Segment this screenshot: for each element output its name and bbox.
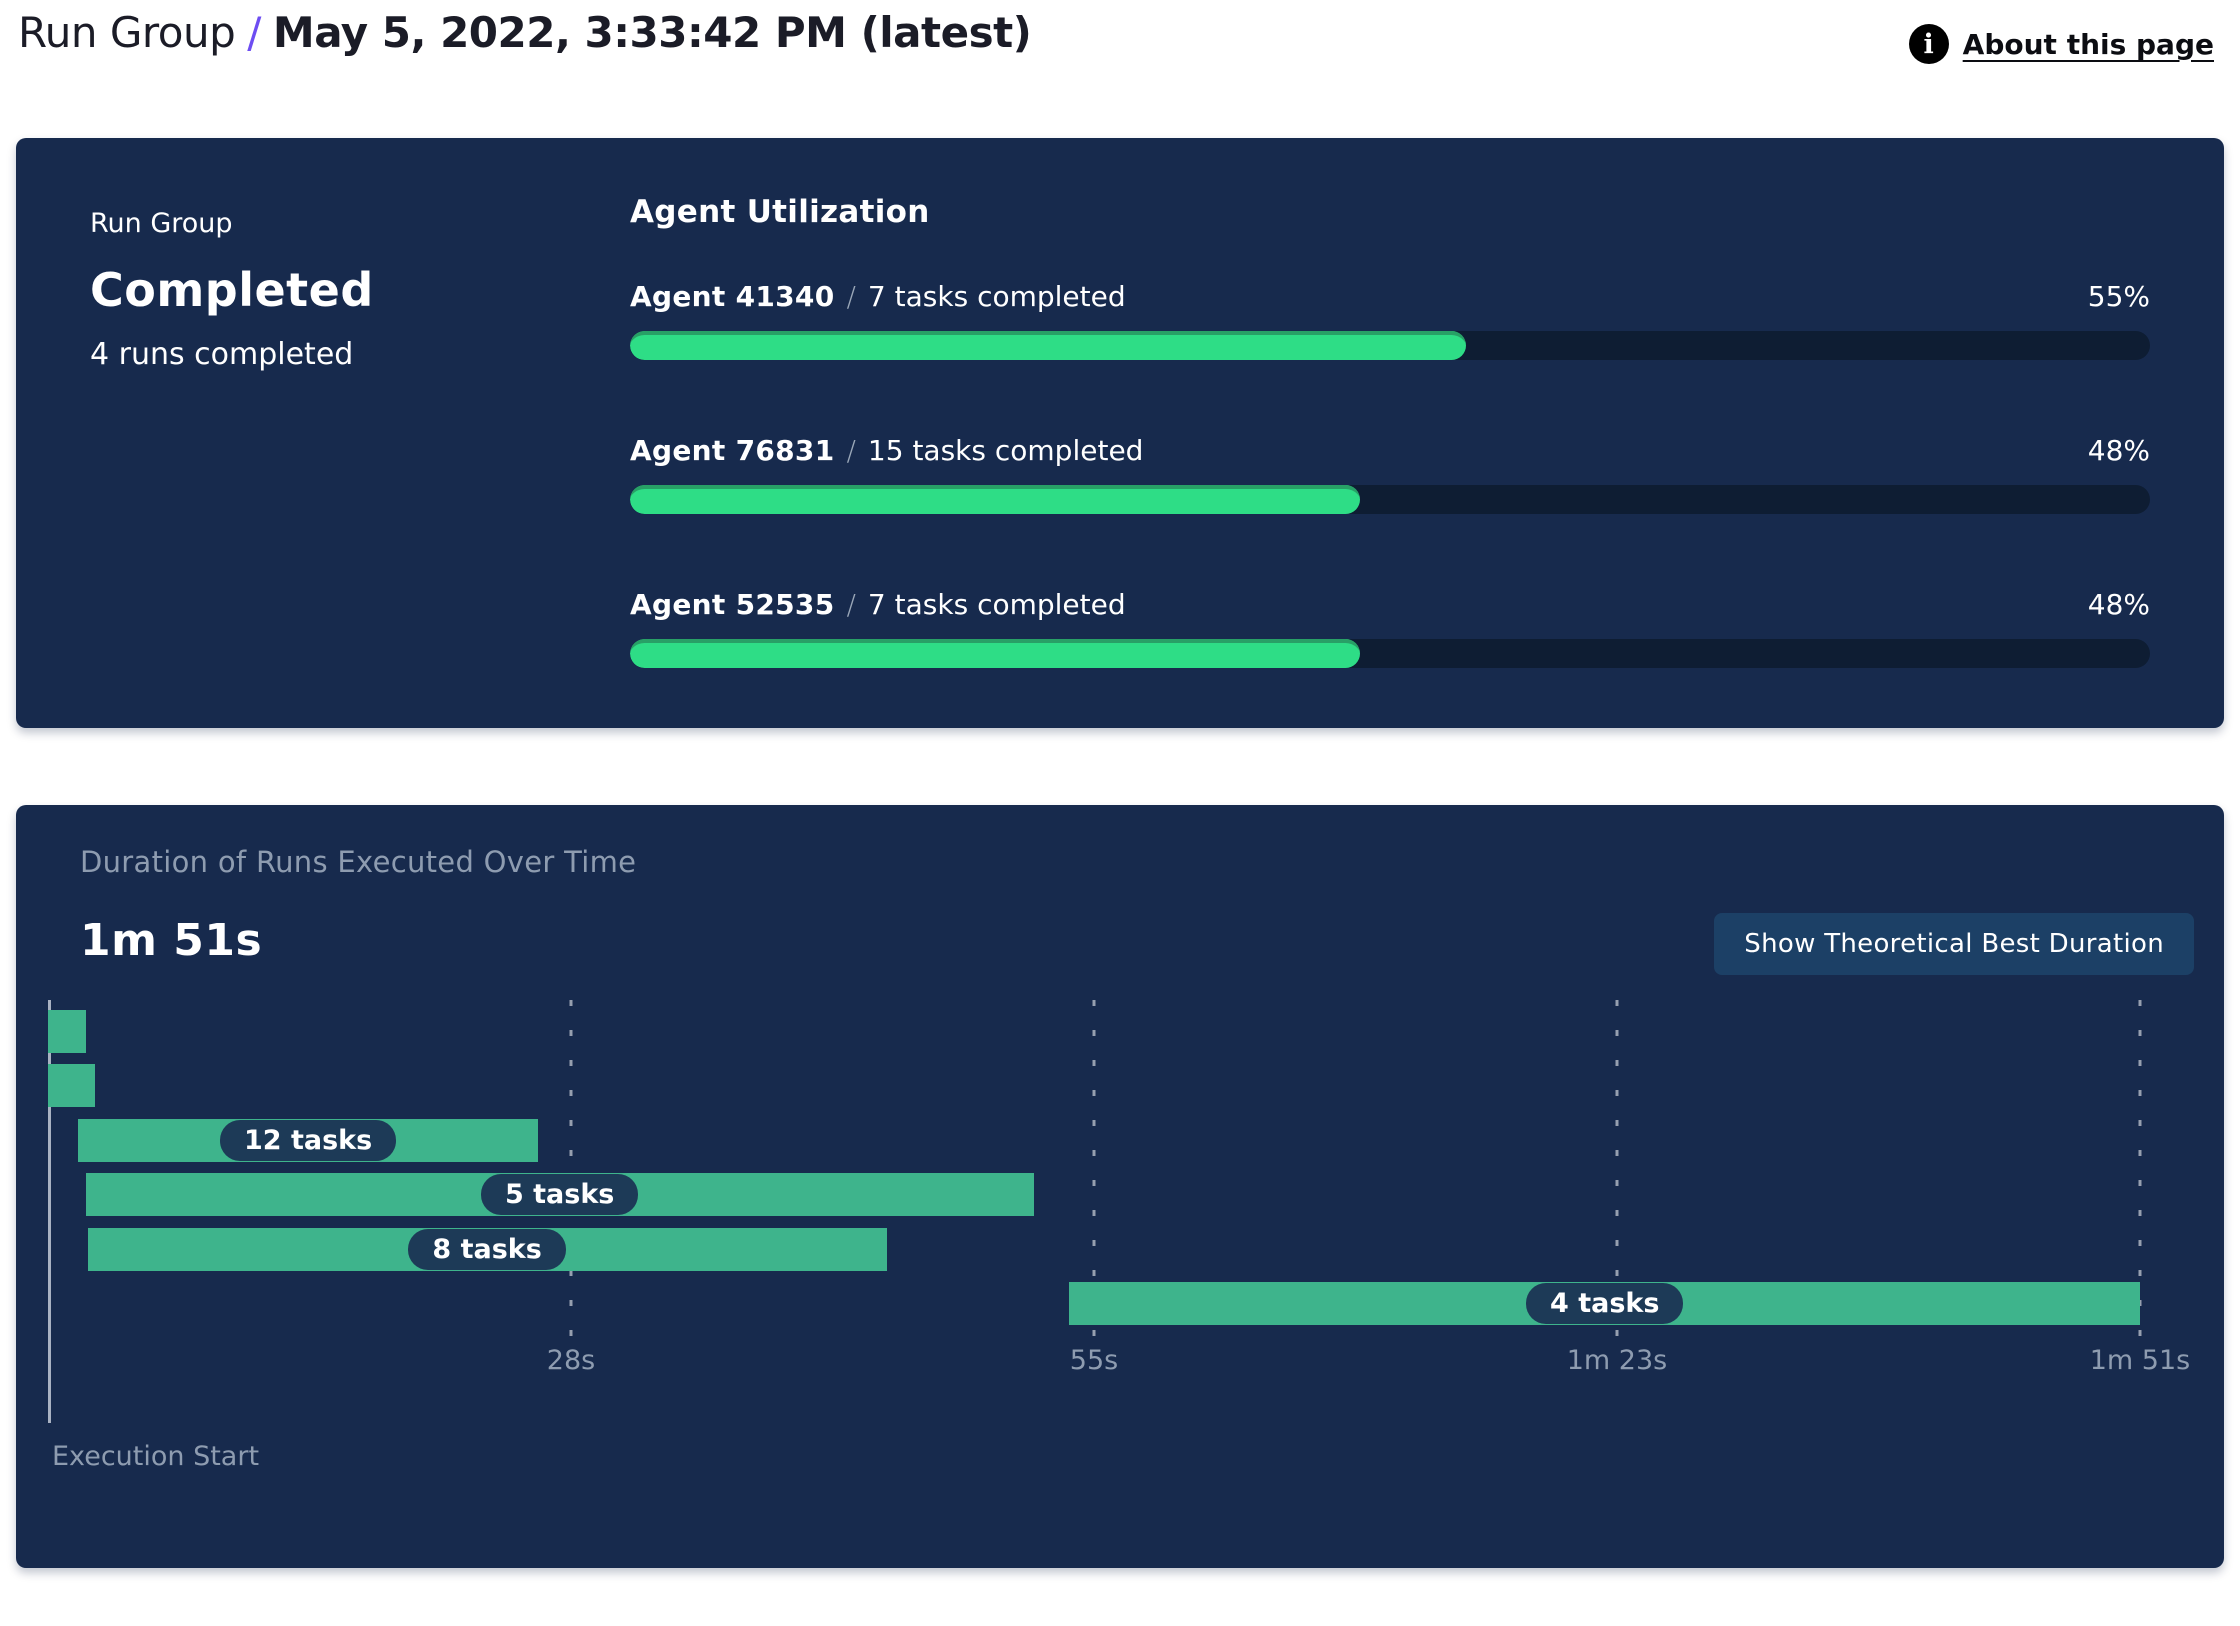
- show-theoretical-best-duration-button[interactable]: Show Theoretical Best Duration: [1714, 913, 2194, 975]
- agent-separator: /: [846, 588, 856, 621]
- gantt-bar: [48, 1010, 86, 1053]
- agent-utilization-row: Agent 76831 / 15 tasks completed 48%: [630, 434, 2150, 514]
- gantt-bar-task-count: 4 tasks: [1526, 1283, 1684, 1324]
- utilization-bar-fill: [630, 485, 1360, 514]
- agent-utilization-row: Agent 41340 / 7 tasks completed 55%: [630, 280, 2150, 360]
- gantt-chart: 12 tasks 5 tasks 8 tasks 4 tasks 28s 55s…: [48, 1000, 2190, 1423]
- utilization-bar-fill: [630, 639, 1360, 668]
- agent-utilization-title: Agent Utilization: [630, 194, 930, 230]
- breadcrumb: Run Group / May 5, 2022, 3:33:42 PM (lates…: [18, 8, 1032, 57]
- gantt-bar: 5 tasks: [85, 1173, 1034, 1216]
- agent-tasks-completed: 7 tasks completed: [867, 588, 1126, 621]
- total-duration: 1m 51s: [80, 915, 263, 966]
- gantt-bar-task-count: 8 tasks: [408, 1229, 566, 1270]
- duration-panel: Duration of Runs Executed Over Time 1m 5…: [16, 805, 2224, 1568]
- agent-tasks-completed: 15 tasks completed: [867, 434, 1144, 467]
- run-group-status: Completed: [90, 263, 374, 317]
- about-this-page[interactable]: i About this page: [1908, 24, 2214, 64]
- axis-tick-label: 28s: [546, 1345, 596, 1376]
- utilization-bar-track: [630, 639, 2150, 668]
- axis-tick-label: 1m 23s: [1566, 1345, 1668, 1376]
- breadcrumb-separator: /: [247, 8, 261, 57]
- gridline: [569, 1000, 573, 1338]
- gridline: [1615, 1000, 1619, 1338]
- agent-name: Agent 41340: [630, 280, 835, 313]
- utilization-bar-track: [630, 485, 2150, 514]
- agent-utilization-percent: 48%: [2087, 434, 2150, 467]
- info-icon[interactable]: i: [1908, 24, 1949, 64]
- agent-separator: /: [846, 434, 856, 467]
- axis-tick-label: 55s: [1069, 1345, 1119, 1376]
- utilization-bar-fill: [630, 331, 1466, 360]
- execution-start-axis-line: [48, 1000, 51, 1423]
- gantt-bar: 4 tasks: [1069, 1282, 2140, 1325]
- runs-completed-count: 4 runs completed: [90, 337, 354, 372]
- page-title: May 5, 2022, 3:33:42 PM (latest): [272, 8, 1032, 57]
- axis-tick-label: 1m 51s: [2089, 1345, 2191, 1376]
- agent-name: Agent 76831: [630, 434, 835, 467]
- gantt-bar: 8 tasks: [87, 1228, 887, 1271]
- agent-utilization-percent: 55%: [2087, 280, 2150, 313]
- agent-utilization-row: Agent 52535 / 7 tasks completed 48%: [630, 588, 2150, 668]
- gantt-bar: [48, 1064, 96, 1107]
- duration-chart-title: Duration of Runs Executed Over Time: [80, 845, 637, 879]
- gridline: [1092, 1000, 1096, 1338]
- gantt-bar-task-count: 12 tasks: [219, 1120, 397, 1161]
- agent-name: Agent 52535: [630, 588, 835, 621]
- gantt-bar-task-count: 5 tasks: [480, 1174, 639, 1215]
- agent-separator: /: [846, 280, 856, 313]
- about-this-page-link[interactable]: About this page: [1962, 27, 2214, 61]
- agent-utilization-section: Agent Utilization Agent 41340 / 7 tasks …: [630, 138, 2224, 728]
- run-group-label: Run Group: [90, 208, 233, 239]
- run-group-panel: Run Group Completed 4 runs completed Age…: [16, 138, 2224, 728]
- gridline: [2138, 1000, 2142, 1338]
- agent-tasks-completed: 7 tasks completed: [867, 280, 1126, 313]
- execution-start-label: Execution Start: [52, 1441, 260, 1472]
- agent-utilization-percent: 48%: [2087, 588, 2150, 621]
- run-group-summary: Run Group Completed 4 runs completed: [16, 138, 630, 728]
- gantt-bar: 12 tasks: [78, 1119, 538, 1162]
- page-header: Run Group / May 5, 2022, 3:33:42 PM (lates…: [0, 0, 2240, 64]
- breadcrumb-run-group: Run Group: [18, 8, 236, 57]
- utilization-bar-track: [630, 331, 2150, 360]
